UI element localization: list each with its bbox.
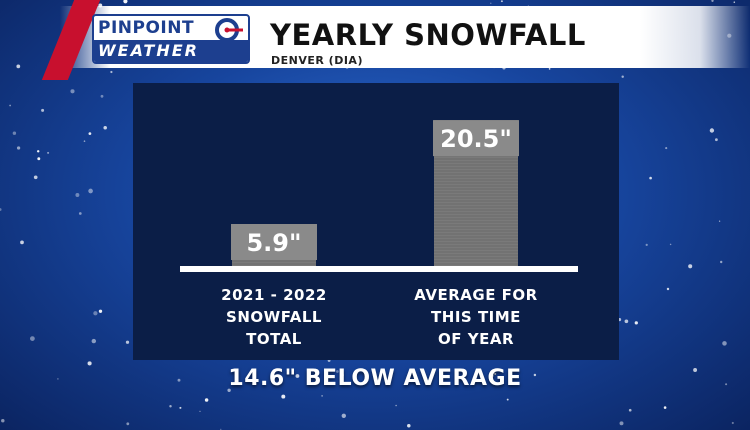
snowflake [227, 388, 231, 392]
category-label-1: AVERAGE FOR THIS TIME OF YEAR [414, 286, 538, 348]
snowflake [57, 378, 59, 380]
snowflake [634, 321, 638, 325]
logo-line-2: WEATHER [94, 40, 248, 62]
snowflake [621, 75, 624, 78]
snowflake [36, 150, 40, 153]
snowflake [666, 287, 670, 291]
snowflake [733, 1, 736, 3]
snowflake [665, 147, 668, 150]
chart-baseline [180, 266, 578, 272]
snowflake [41, 108, 45, 112]
pinpoint-weather-logo: PINPOINT WEATHER [92, 14, 250, 64]
snowflake [91, 338, 97, 344]
snowflake [9, 104, 11, 107]
snowflake [177, 378, 181, 382]
snowflake [126, 422, 130, 426]
snowflake [624, 319, 629, 324]
snowflake [336, 370, 339, 373]
snowflake [199, 410, 201, 412]
snowflake [718, 220, 721, 222]
snowflake [731, 421, 734, 425]
snowflake [548, 68, 551, 70]
snowflake [720, 260, 723, 264]
snowflake [645, 243, 648, 247]
snowflake [98, 309, 103, 313]
snowflake [506, 398, 509, 401]
bar-value-label-1: 20.5" [440, 125, 512, 153]
snowflake [663, 406, 667, 409]
chart-panel: 5.9" 20.5" 2021 - 2022 SNOWFALL TOTAL AVER… [133, 83, 619, 360]
bar-value-label-0: 5.9" [246, 229, 301, 257]
logo-line-1: PINPOINT [98, 18, 195, 38]
snowflake [1, 418, 5, 423]
snowflake [16, 146, 21, 150]
snowflake [693, 368, 698, 372]
snowflake [70, 89, 75, 94]
snowflake [169, 405, 172, 408]
snowflake [87, 361, 92, 366]
bar-label-bg-1 [433, 120, 519, 157]
snowflake [628, 408, 632, 412]
snowflake [649, 176, 652, 180]
snowflake [709, 128, 715, 133]
snowflake [688, 264, 693, 269]
snowflake [103, 125, 107, 130]
bar-label-bg-0 [231, 224, 317, 261]
snowflake [88, 132, 92, 135]
chart-title: YEARLY SNOWFALL [270, 18, 586, 52]
snowflake [125, 340, 130, 344]
snowflake [669, 243, 672, 246]
category-label-0: 2021 - 2022 SNOWFALL TOTAL [221, 286, 327, 348]
snowflake [83, 140, 86, 142]
snowflake [123, 0, 128, 4]
snowflake [711, 0, 714, 2]
snowflake [37, 157, 41, 161]
snowflake [715, 138, 718, 142]
snowflake [75, 193, 80, 197]
snowflake [88, 188, 93, 194]
header-bar: PINPOINT WEATHER YEARLY SNOWFALL DENVER … [0, 0, 750, 80]
snowflake [179, 406, 182, 409]
snowflake [533, 373, 537, 377]
snowflake [500, 0, 503, 3]
snowflake [100, 94, 104, 98]
target-icon [215, 18, 243, 42]
snowflake [725, 383, 728, 386]
snowflake [494, 372, 497, 375]
snowflake [619, 421, 624, 426]
chart-subtitle: DENVER (DIA) [271, 54, 363, 67]
snowflake [78, 212, 82, 215]
snowflake [30, 336, 35, 341]
snowflake [395, 404, 397, 407]
snowflake [340, 373, 344, 377]
snowflake [490, 2, 492, 4]
snowflake [321, 395, 323, 397]
snowflake [407, 423, 411, 428]
snowflake [295, 374, 300, 378]
snowflake [20, 240, 24, 245]
snowflake [12, 131, 17, 135]
snowflake [492, 374, 495, 377]
difference-caption: 14.6" BELOW AVERAGE [228, 366, 522, 391]
bar-chart: 5.9" 20.5" [180, 120, 578, 272]
snowflake [341, 413, 346, 418]
snowflake [47, 151, 50, 154]
snowflake [0, 208, 2, 211]
snowflake [33, 175, 38, 180]
snowflake [722, 341, 727, 346]
snowflake [204, 398, 209, 402]
snowflake [281, 394, 286, 399]
snowflake [93, 311, 98, 316]
snowflake [110, 70, 113, 74]
